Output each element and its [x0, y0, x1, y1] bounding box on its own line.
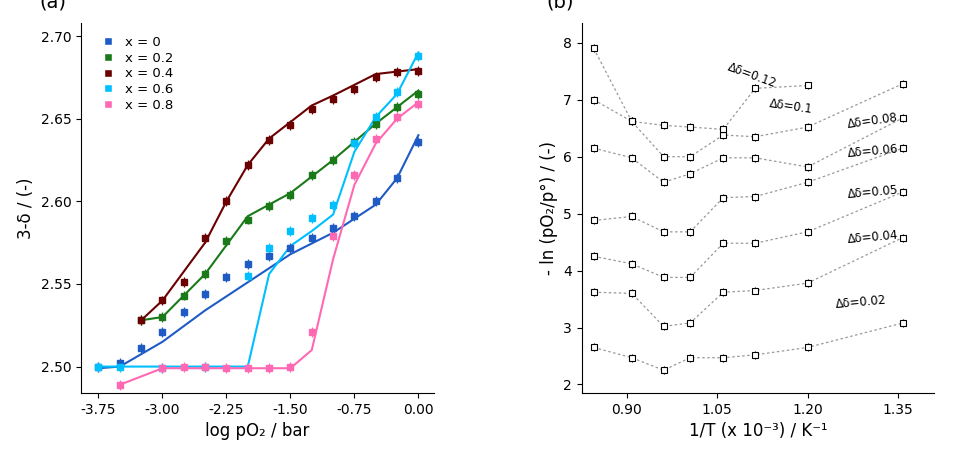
- Text: Δδ=0.06: Δδ=0.06: [847, 142, 899, 159]
- Text: Δδ=0.02: Δδ=0.02: [834, 293, 886, 311]
- Text: Δδ=0.12: Δδ=0.12: [726, 61, 779, 90]
- Text: (b): (b): [546, 0, 574, 12]
- X-axis label: log pO₂ / bar: log pO₂ / bar: [205, 422, 309, 440]
- Text: Δδ=0.1: Δδ=0.1: [768, 97, 813, 116]
- Y-axis label: 3-δ / (-): 3-δ / (-): [17, 177, 35, 239]
- Text: Δδ=0.04: Δδ=0.04: [847, 229, 899, 246]
- Text: Δδ=0.05: Δδ=0.05: [847, 183, 899, 201]
- X-axis label: 1/T (x 10⁻³) / K⁻¹: 1/T (x 10⁻³) / K⁻¹: [689, 422, 827, 440]
- Text: (a): (a): [39, 0, 66, 12]
- Legend: x = 0, x = 0.2, x = 0.4, x = 0.6, x = 0.8: x = 0, x = 0.2, x = 0.4, x = 0.6, x = 0.…: [88, 29, 180, 118]
- Y-axis label: - ln (pO₂/p°) / (-): - ln (pO₂/p°) / (-): [539, 141, 558, 275]
- Text: Δδ=0.08: Δδ=0.08: [847, 112, 899, 131]
